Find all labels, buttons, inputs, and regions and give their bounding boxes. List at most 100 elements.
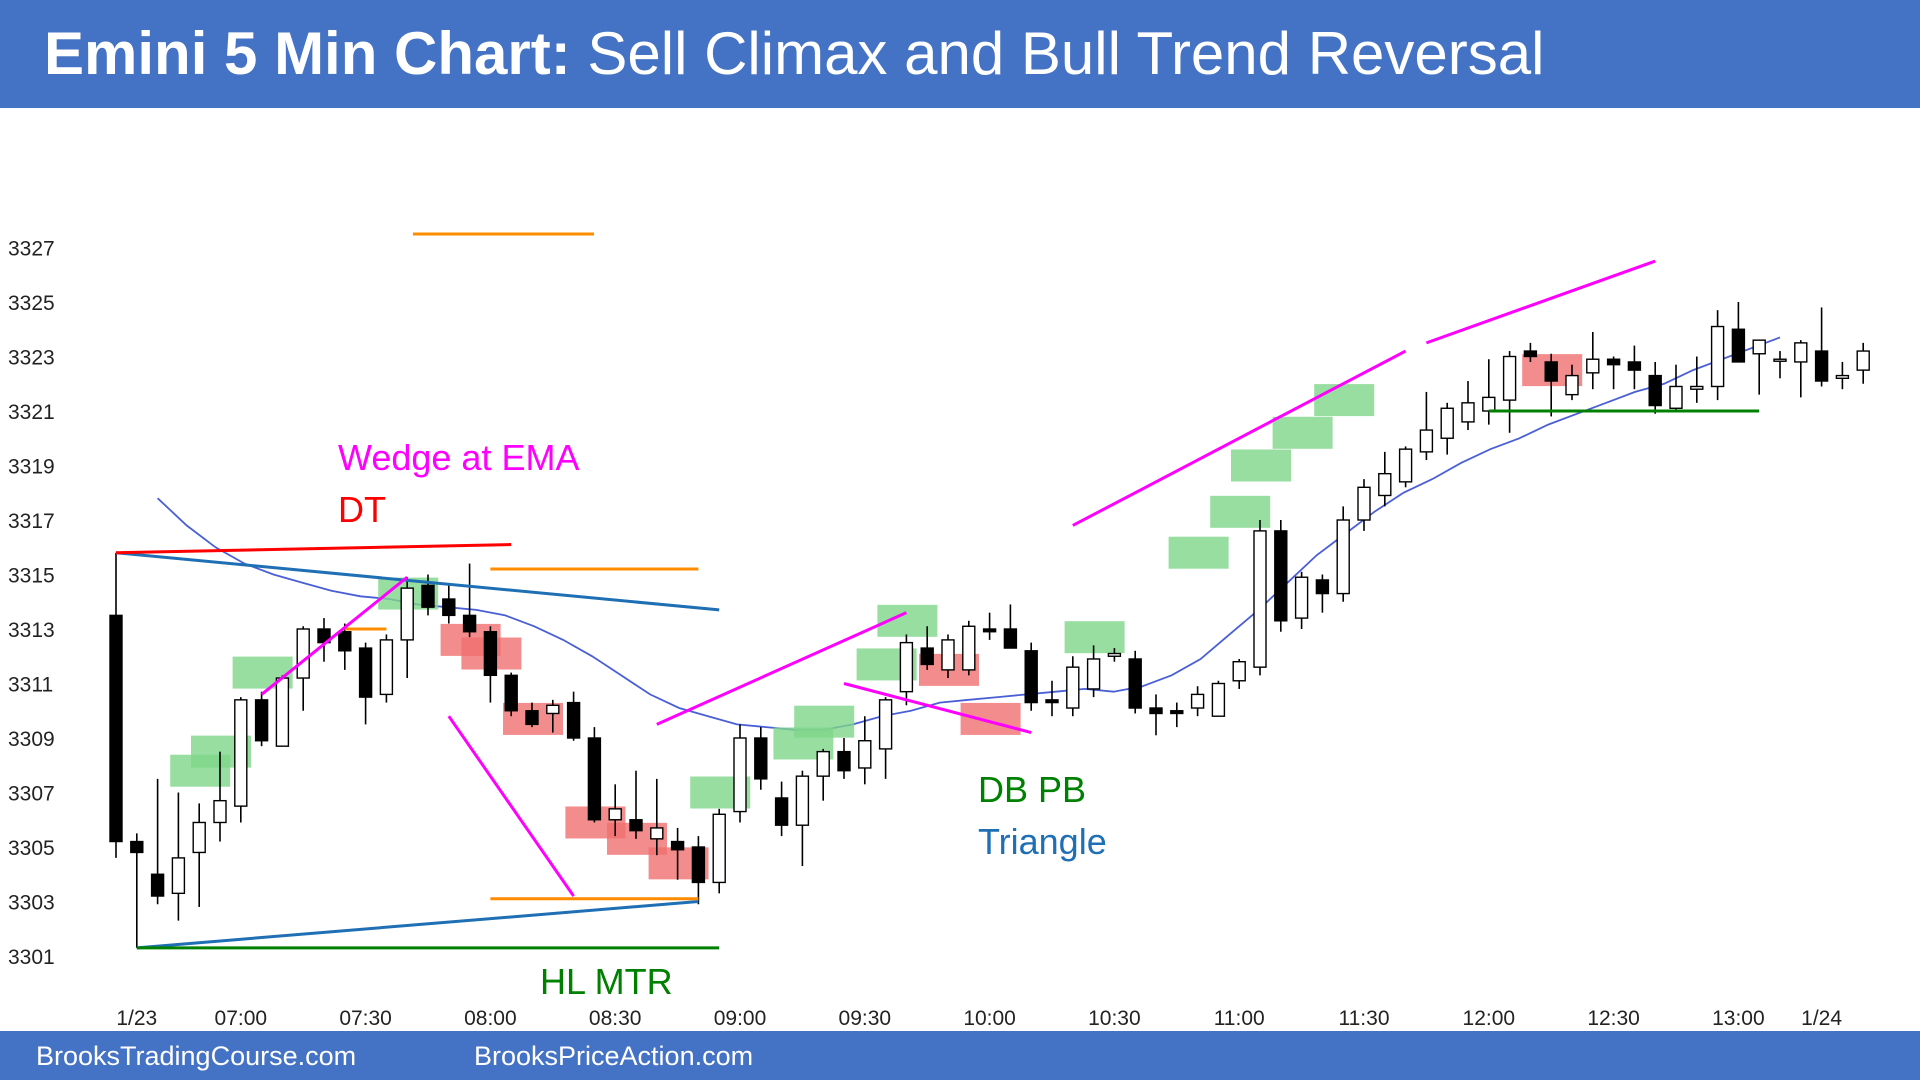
title-banner — [0, 0, 1920, 108]
annotation-dt: DT — [338, 489, 386, 530]
bear-candle-body — [1128, 658, 1142, 709]
bull-signal-highlight — [794, 705, 855, 738]
candle — [525, 702, 539, 728]
candle — [1170, 702, 1184, 728]
bear-candle-body — [130, 840, 144, 854]
candle — [982, 612, 997, 640]
candle — [587, 727, 602, 823]
bull-candle-body — [1398, 448, 1413, 483]
x-tick-label: 12:00 — [1463, 1007, 1516, 1030]
annotation-hl-mtr: HL MTR — [540, 961, 673, 1002]
bear-candle-body — [629, 819, 643, 832]
wedge-line — [447, 715, 575, 897]
candle — [1669, 364, 1683, 411]
bull-candle-body — [1440, 407, 1454, 439]
candle — [1357, 479, 1371, 531]
bear-candle-body — [109, 614, 123, 843]
candle — [816, 748, 830, 801]
candle — [1627, 345, 1642, 390]
candle — [1794, 340, 1808, 398]
bull-candle-body — [941, 639, 955, 671]
candle — [1586, 331, 1600, 390]
wedge-line — [1072, 349, 1407, 527]
candle — [275, 675, 290, 747]
bull-candle-body — [1086, 658, 1101, 690]
bear-candle-body — [1024, 650, 1038, 704]
candle — [483, 626, 498, 703]
candle — [1107, 648, 1122, 662]
y-tick-label: 3323 — [8, 347, 55, 370]
y-tick-label: 3317 — [8, 510, 55, 533]
bear-candle-body — [462, 614, 477, 633]
candle — [1336, 506, 1350, 602]
x-tick-label: 08:30 — [589, 1007, 642, 1030]
candle — [213, 751, 227, 842]
bear-candle-body — [504, 674, 518, 712]
bull-candle-body — [712, 813, 726, 884]
bull-candle-body — [1773, 358, 1787, 362]
bull-candle-body — [1502, 355, 1517, 401]
footer-left-link[interactable]: BrooksTradingCourse.com — [36, 1041, 357, 1071]
y-tick-label: 3307 — [8, 783, 55, 806]
y-tick-label: 3309 — [8, 728, 55, 751]
bear-candle-body — [525, 710, 539, 726]
bear-candle-body — [691, 846, 706, 884]
bull-signal-highlight — [1231, 449, 1291, 482]
candle — [858, 716, 872, 785]
bull-candle-body — [213, 799, 227, 824]
candle — [1523, 342, 1538, 362]
candle — [629, 770, 643, 839]
candle — [1814, 307, 1829, 387]
candle — [1856, 342, 1870, 384]
bull-candle-body — [400, 587, 414, 641]
bull-candle-body — [1690, 385, 1704, 390]
bear-candle-body — [1544, 361, 1558, 382]
bull-candle-body — [1253, 530, 1267, 668]
y-tick-label: 3315 — [8, 565, 55, 588]
candle — [421, 574, 435, 616]
bull-candle-body — [1461, 402, 1475, 423]
candle — [1274, 520, 1288, 632]
bull-candle-body — [1835, 374, 1850, 380]
candle — [504, 672, 518, 717]
candle — [130, 833, 144, 948]
y-tick-label: 3321 — [8, 401, 55, 424]
bull-candle-body — [1794, 342, 1808, 363]
bull-candle-body — [296, 628, 310, 679]
candle — [1190, 686, 1205, 717]
x-tick-label: 12:30 — [1587, 1007, 1640, 1030]
y-tick-label: 3313 — [8, 619, 55, 642]
candle — [899, 634, 914, 706]
candle — [234, 697, 248, 823]
chart-title-rest: Sell Climax and Bull Trend Reversal — [570, 20, 1545, 87]
bear-candle-body — [1523, 350, 1538, 358]
candle — [1502, 351, 1517, 433]
bull-candle-body — [1378, 472, 1392, 497]
bear-candle-body — [754, 737, 768, 780]
candle — [1731, 302, 1746, 363]
chart-title-bold: Emini 5 Min Chart: — [44, 20, 571, 87]
bull-candle-body — [733, 737, 747, 813]
candle — [1086, 645, 1101, 698]
bear-signal-highlight — [960, 702, 1021, 735]
candle — [546, 699, 560, 733]
candle — [1419, 391, 1434, 461]
footer-right-link[interactable]: BrooksPriceAction.com — [474, 1041, 754, 1071]
annotation-triangle: Triangle — [978, 821, 1107, 862]
candle — [650, 778, 664, 856]
bear-candle-body — [1274, 530, 1288, 622]
bull-candle-body — [1357, 486, 1371, 521]
bull-candle-body — [1669, 385, 1683, 409]
bear-candle-body — [1627, 361, 1642, 371]
bear-candle-body — [774, 797, 789, 826]
candle — [192, 803, 206, 907]
bear-candle-body — [1814, 350, 1829, 382]
bull-candle-body — [1066, 666, 1080, 709]
x-tick-label: 1/23 — [116, 1007, 157, 1030]
candle — [1232, 658, 1246, 689]
bear-candle-body — [837, 750, 851, 772]
candle — [1773, 351, 1787, 379]
x-tick-label: 10:00 — [963, 1007, 1016, 1030]
candle — [1461, 381, 1475, 431]
candle — [774, 781, 789, 837]
